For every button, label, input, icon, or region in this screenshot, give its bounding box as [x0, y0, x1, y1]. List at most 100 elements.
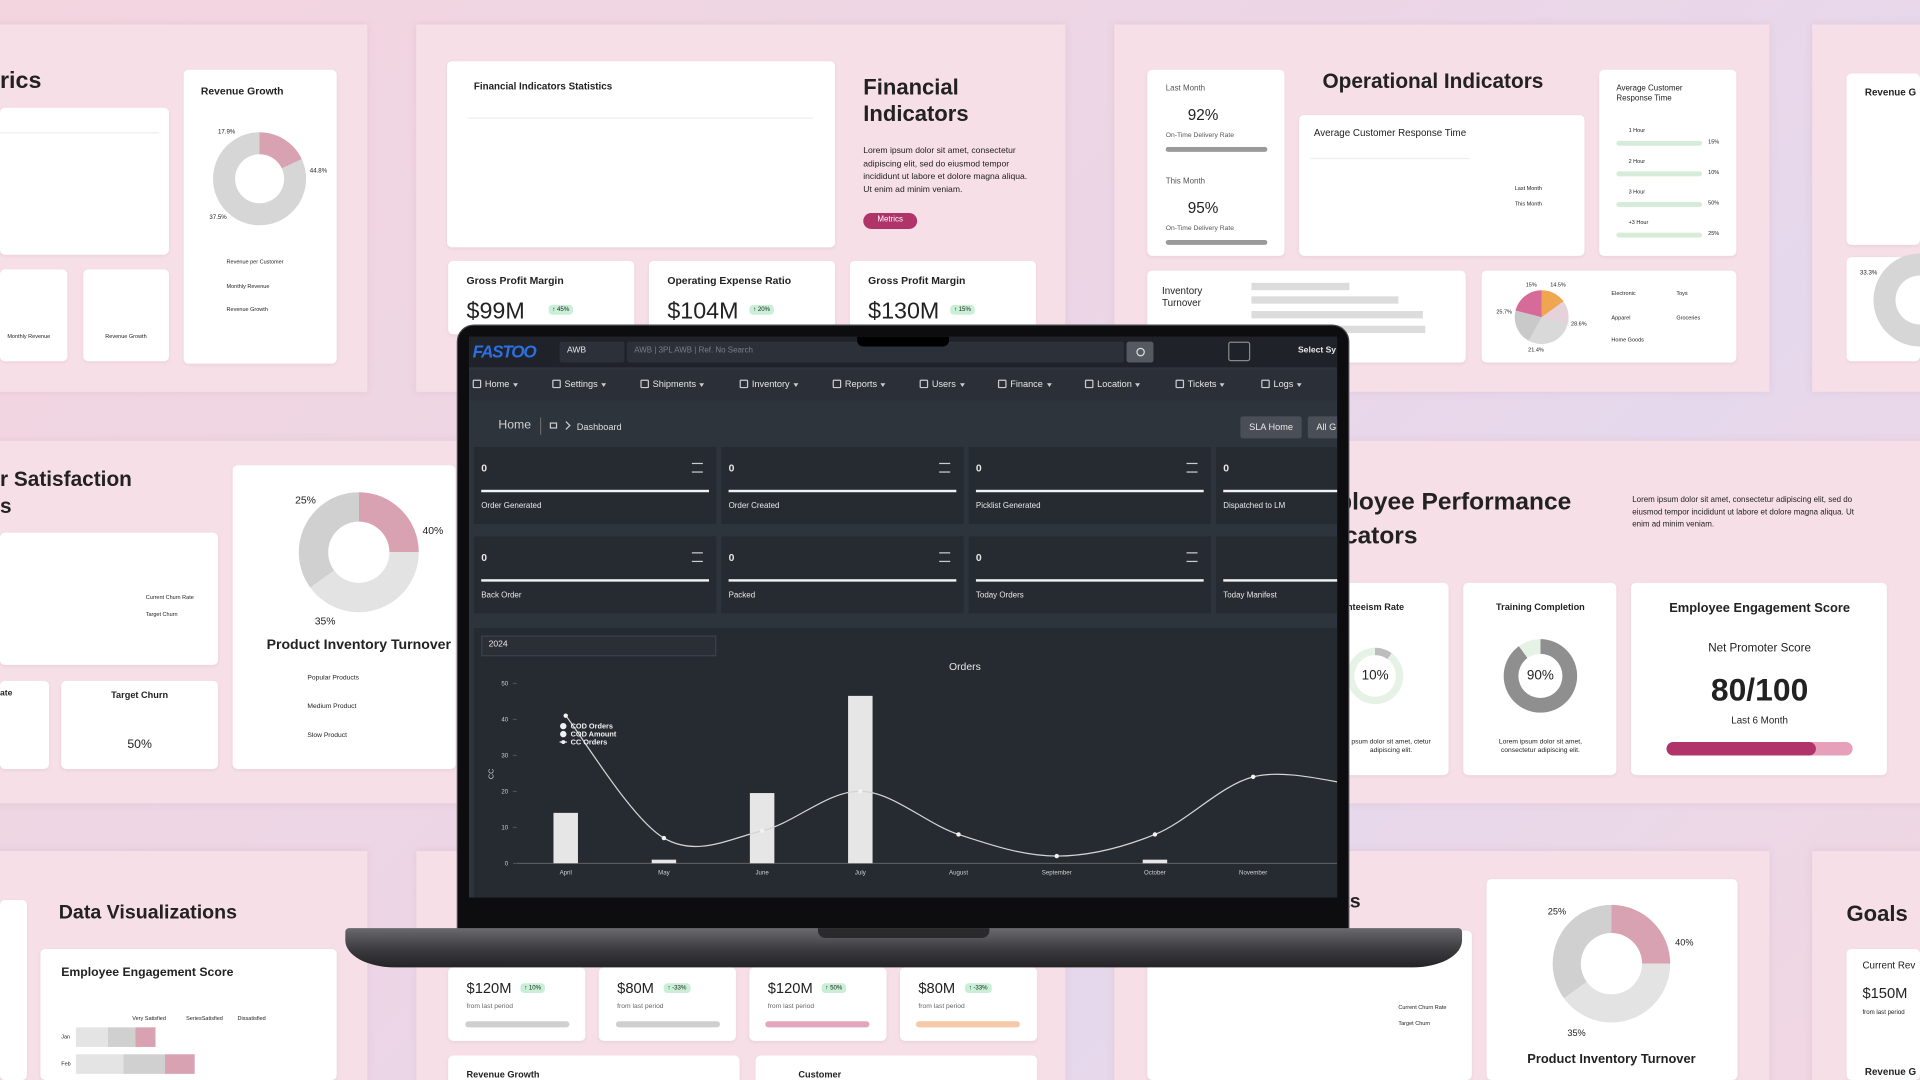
search-placeholder[interactable]: AWB | 3PL AWB | Ref. No Search [634, 346, 754, 356]
menu-item[interactable]: Location [1084, 378, 1141, 389]
rate-label: On-Time Delivery Rate [1165, 132, 1234, 140]
card: Revenue G [1864, 1066, 1917, 1078]
change: ↑ 10% [520, 983, 545, 994]
title: Data Visualizations [58, 902, 237, 924]
pie-legend: Toys [1676, 290, 1688, 297]
this-value: 95% [1187, 199, 1219, 217]
note: from last period [466, 1002, 513, 1011]
select[interactable]: Select Sy [1297, 346, 1337, 356]
inventory-bar [1251, 282, 1350, 291]
current: Dashboard [576, 421, 622, 433]
year[interactable]: 2024 [488, 640, 508, 649]
orders-chart: Orders CC 0 10 20 30 40 50 April May June July Augus… [486, 662, 1338, 876]
text: Lorem ipsum dolor sit amet, consectetur … [1632, 495, 1854, 529]
slide-card [598, 967, 736, 1041]
x-tick-label: November [1239, 869, 1267, 876]
laptop-hinge [817, 928, 990, 938]
value: 10% [1708, 168, 1720, 176]
home-icon [549, 422, 558, 429]
label: Dispatched to LM [1223, 502, 1286, 511]
card-icon [1186, 462, 1198, 473]
training-text: Lorem ipsum dolor sit amet, consectetur … [1498, 738, 1582, 754]
legend: Revenue Growth [226, 306, 268, 313]
title: rics [0, 68, 42, 95]
label: Back Order [481, 591, 522, 601]
legend: Monthly Revenue [226, 282, 270, 289]
line-point [1152, 832, 1158, 837]
x-tick-label: April [560, 869, 572, 876]
legend: Medium Product [307, 702, 357, 711]
slide-card [448, 1055, 740, 1080]
value: 0 [1223, 461, 1230, 474]
value: $99M [466, 298, 525, 325]
menu-item[interactable]: Users [919, 378, 965, 389]
menu-item[interactable]: Reports [832, 378, 886, 389]
slide-card [446, 61, 836, 248]
menu-item[interactable]: Settings [552, 378, 606, 389]
donut [1514, 290, 1569, 345]
stat-card [721, 536, 964, 614]
card-icon [939, 462, 951, 473]
period: Last 6 Month [1731, 715, 1788, 727]
chart-legend: This Month [1514, 200, 1542, 207]
donut-labels: 37.5% [209, 214, 227, 222]
buttons[interactable]: SLA Home [1249, 421, 1293, 433]
label: Gross Profit Margin [868, 274, 966, 287]
gauges: Monthly Revenue [7, 333, 51, 340]
card-icon [691, 462, 703, 473]
response-bar [1616, 140, 1703, 146]
value: 0 [975, 461, 982, 474]
menu-item[interactable]: Home [472, 378, 518, 389]
chart-title: Average Customer Response Time [1313, 127, 1467, 139]
slide-card [1147, 69, 1285, 256]
note: from last period [767, 1002, 815, 1011]
absent-text: psum dolor sit amet, ctetur adipiscing e… [1351, 738, 1431, 754]
pie-labels: 28.6% [1571, 320, 1587, 327]
title: Goals [1846, 901, 1908, 926]
rows: Feb [61, 1060, 71, 1067]
change: ↑ -33% [964, 983, 992, 994]
legend: Current Churn Rate [145, 593, 194, 601]
slide-card [0, 269, 68, 362]
pie-labels: 25.7% [1496, 308, 1512, 315]
chart-rule [0, 132, 160, 134]
slide-card [61, 680, 218, 769]
menu-item[interactable]: Inventory [739, 378, 799, 389]
legend-marker [560, 730, 567, 738]
donut-hole [1354, 655, 1396, 697]
label: 33.3% [1860, 269, 1878, 277]
donut-labels: 17.9% [217, 128, 236, 136]
menu-item[interactable]: Logs [1261, 378, 1302, 389]
engagement-title: Employee Engagement Score [1669, 601, 1850, 616]
line-point [956, 832, 961, 837]
legend: Slow Product [307, 732, 348, 740]
card-title: Employee Engagement Score [61, 966, 234, 980]
value: 0 [481, 551, 488, 564]
line-point [1054, 853, 1059, 859]
stat-card [473, 446, 717, 525]
value: 0 [975, 551, 982, 564]
labels: 40% [1675, 936, 1694, 948]
line-point [858, 789, 863, 794]
legend-label: COD Orders [571, 722, 613, 731]
card-rule [728, 579, 957, 582]
card-rule [481, 579, 709, 582]
value: $150M [1862, 984, 1908, 1002]
title: Product Inventory Turnover [266, 637, 451, 653]
slide-card [448, 967, 586, 1041]
kpi-bar [465, 1021, 570, 1028]
menu-item[interactable]: Finance [997, 378, 1051, 389]
menu-item[interactable]: Tickets [1175, 378, 1226, 389]
inventory-bar [1251, 311, 1423, 319]
engagement-bar [75, 1054, 195, 1074]
response-bar [1616, 202, 1703, 207]
awb[interactable]: AWB [566, 346, 587, 356]
this-rate-label: On-Time Delivery Rate [1165, 225, 1234, 233]
menu-item[interactable]: Shipments [640, 378, 704, 389]
x-tick-label: July [855, 869, 867, 876]
response-bar [1616, 171, 1703, 177]
labels: 25% [1547, 906, 1567, 918]
slide-card [0, 532, 218, 665]
card-rule [975, 579, 1204, 582]
buttons[interactable]: All G [1316, 421, 1337, 433]
